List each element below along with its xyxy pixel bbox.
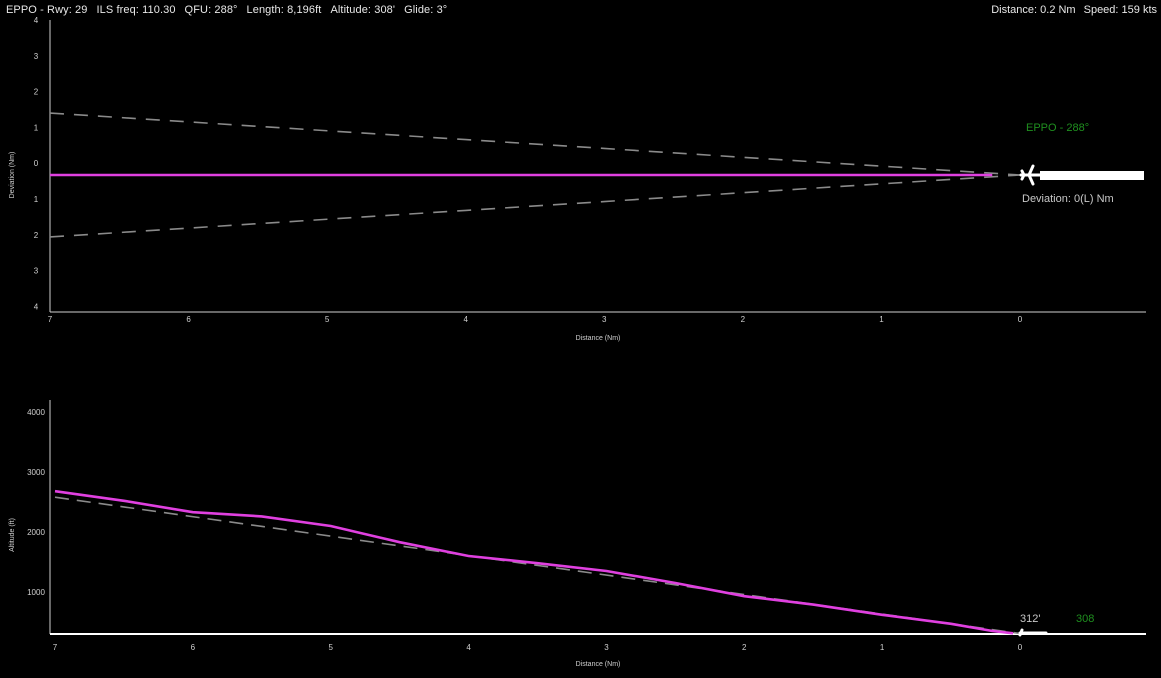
deviation-x-axis-label: Distance (Nm): [576, 335, 621, 342]
altitude-y-tick-label: 2000: [27, 528, 45, 537]
distance-readout: Distance: 0.2 Nm: [991, 4, 1076, 16]
altitude-x-tick-label: 1: [880, 643, 885, 652]
altitude-x-tick-label: 5: [328, 643, 333, 652]
airport-runway: EPPO - Rwy: 29: [6, 4, 88, 16]
approach-info-bar: EPPO - Rwy: 29 ILS freq: 110.30 QFU: 288° L…: [6, 4, 456, 16]
deviation-x-tick-label: 3: [602, 315, 607, 324]
deviation-y-axis-label: Deviation (Nm): [9, 152, 16, 199]
altitude-y-tick-label: 4000: [27, 408, 45, 417]
deviation-y-tick-label: 4: [34, 16, 39, 25]
deviation-chart: 4 3 2 1 0 1 2 3 4 7 6 5 4 3 2 1 0 Deviation (Nm) Distan…: [9, 16, 1146, 342]
runway-strip: [1040, 171, 1144, 180]
left-limit-line: [49, 112, 1021, 176]
deviation-x-tick-label: 5: [325, 315, 330, 324]
deviation-y-tick-label: 4: [34, 302, 39, 311]
aircraft-profile-icon: [1018, 628, 1048, 637]
ils-frequency: ILS freq: 110.30: [96, 4, 176, 16]
altitude-x-tick-label: 6: [191, 643, 196, 652]
altitude-x-axis-label: Distance (Nm): [576, 661, 621, 668]
deviation-x-tick-label: 1: [879, 315, 884, 324]
altitude-x-tick-label: 0: [1018, 643, 1023, 652]
deviation-x-tick-label: 4: [463, 315, 468, 324]
deviation-y-tick-label: 2: [34, 88, 39, 97]
status-bar: Distance: 0.2 Nm Speed: 159 kts: [983, 4, 1157, 16]
altitude-x-tick-label: 4: [466, 643, 471, 652]
altitude-x-tick-label: 7: [53, 643, 58, 652]
current-altitude-label: 312': [1020, 613, 1040, 625]
deviation-y-tick-label: 2: [34, 231, 39, 240]
glideslope-line: [54, 496, 1021, 635]
deviation-y-tick-label: 1: [34, 195, 39, 204]
deviation-y-tick-label: 0: [34, 159, 39, 168]
deviation-y-tick-label: 3: [34, 52, 39, 61]
deviation-x-tick-label: 6: [186, 315, 191, 324]
field-altitude: Altitude: 308': [330, 4, 396, 16]
altitude-y-tick-label: 1000: [27, 588, 45, 597]
runway-heading-label: EPPO - 288°: [1026, 122, 1089, 134]
altitude-y-tick-label: 3000: [27, 468, 45, 477]
vertical-profile-line: [54, 489, 1014, 635]
aircraft-icon: [1019, 164, 1043, 186]
field-elevation-label: 308: [1076, 613, 1094, 625]
runway-length: Length: 8,196ft: [246, 4, 322, 16]
altitude-y-axis-label: Altitude (ft): [9, 518, 16, 552]
deviation-readout: Deviation: 0(L) Nm: [1022, 193, 1114, 205]
speed-readout: Speed: 159 kts: [1083, 4, 1157, 16]
qfu: QFU: 288°: [184, 4, 238, 16]
altitude-x-tick-label: 3: [604, 643, 609, 652]
altitude-x-tick-label: 2: [742, 643, 747, 652]
glide-angle: Glide: 3°: [404, 4, 448, 16]
deviation-y-tick-label: 3: [34, 267, 39, 276]
deviation-x-tick-label: 2: [741, 315, 746, 324]
deviation-x-tick-label: 7: [48, 315, 53, 324]
deviation-y-tick-label: 1: [34, 123, 39, 132]
right-limit-line: [49, 174, 1021, 238]
deviation-x-tick-label: 0: [1018, 315, 1023, 324]
